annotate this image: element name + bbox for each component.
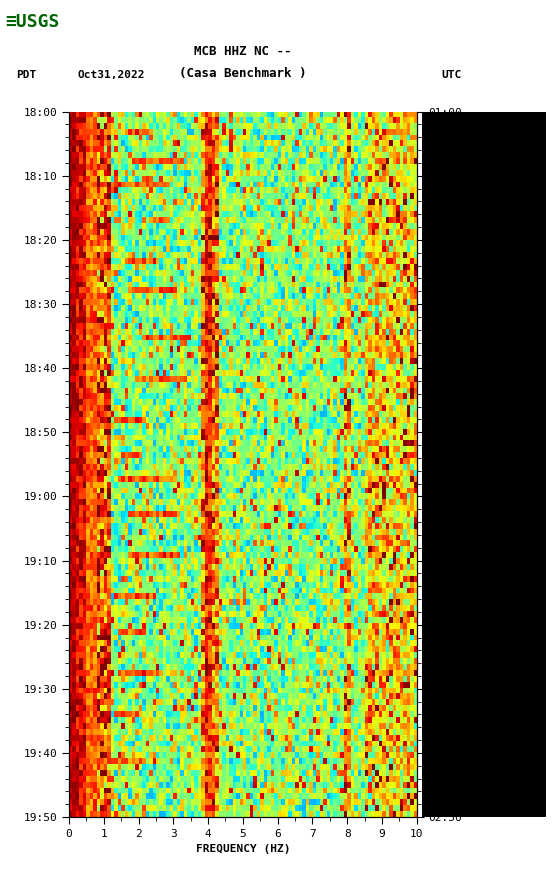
Text: ≡USGS: ≡USGS xyxy=(6,13,60,31)
X-axis label: FREQUENCY (HZ): FREQUENCY (HZ) xyxy=(195,845,290,855)
Text: MCB HHZ NC --: MCB HHZ NC -- xyxy=(194,45,291,58)
Text: Oct31,2022: Oct31,2022 xyxy=(77,71,145,80)
Text: PDT: PDT xyxy=(17,71,37,80)
Text: UTC: UTC xyxy=(442,71,462,80)
Text: (Casa Benchmark ): (Casa Benchmark ) xyxy=(179,67,306,80)
